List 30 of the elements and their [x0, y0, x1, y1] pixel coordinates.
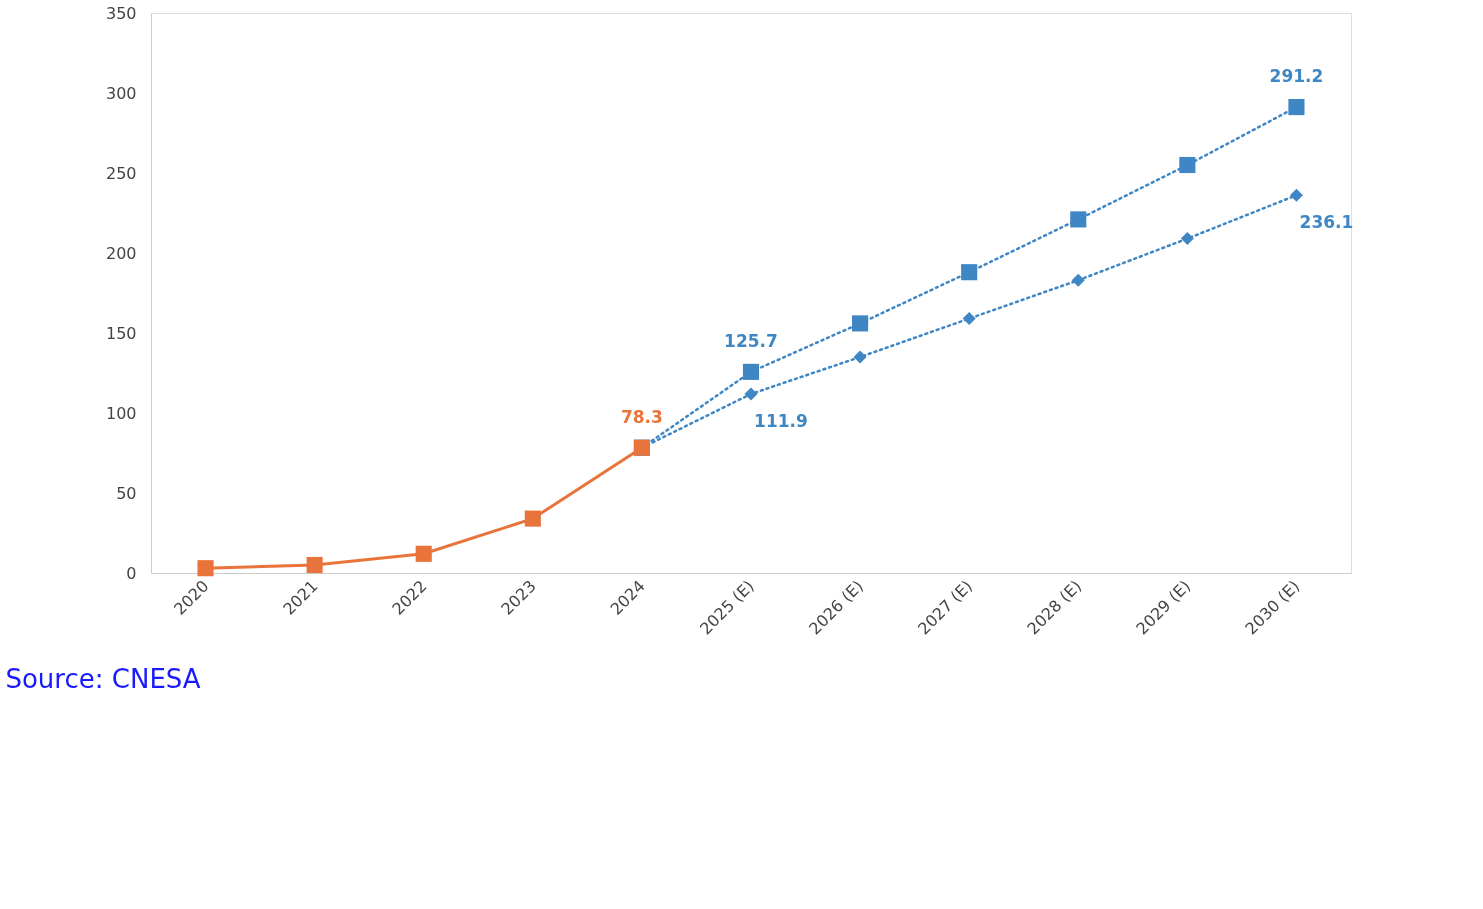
point [853, 350, 867, 364]
data-label: 78.3 [620, 406, 663, 427]
y-tick-label: 0 [126, 563, 137, 583]
y-tick-label: 150 [105, 323, 137, 343]
point [852, 315, 869, 332]
y-tick-label: 250 [105, 163, 137, 183]
point [1070, 211, 1087, 228]
point [415, 545, 432, 562]
y-tick-label: 50 [116, 483, 137, 503]
point [742, 363, 760, 380]
point [961, 264, 978, 281]
point [1180, 232, 1194, 246]
y-tick-label: 350 [105, 3, 137, 23]
point [1071, 273, 1085, 287]
point [1289, 188, 1303, 202]
point [1179, 156, 1196, 174]
data-label: 236.1 [1299, 212, 1354, 233]
y-tick-label: 200 [105, 243, 137, 263]
data-label: 291.2 [1269, 66, 1324, 87]
point [197, 560, 214, 577]
point [962, 312, 976, 326]
data-label: 125.7 [724, 330, 778, 351]
data-label: 111.9 [754, 410, 808, 431]
y-tick-label: 100 [105, 403, 137, 423]
point [524, 510, 541, 527]
point [744, 387, 758, 401]
point [1288, 99, 1305, 116]
y-tick-label: 300 [105, 83, 137, 103]
source-note: Source: CNESA [5, 664, 201, 695]
point [306, 556, 323, 574]
